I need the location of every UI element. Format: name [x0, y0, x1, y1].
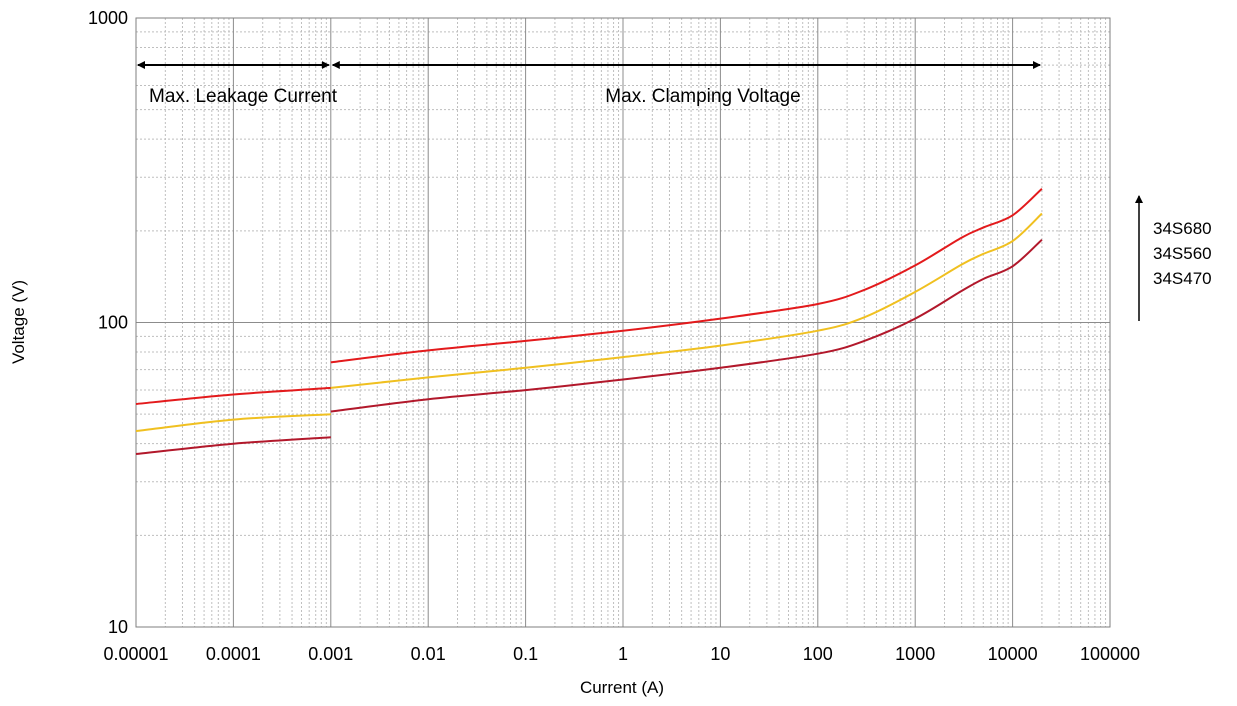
y-tick-label: 100	[98, 313, 128, 333]
x-tick-label: 0.001	[308, 644, 353, 664]
series-3-line-segment-1	[135, 436, 331, 455]
x-tick-label: 0.0001	[206, 644, 261, 664]
x-tick-label: 0.00001	[103, 644, 168, 664]
clamping-annotation: Max. Clamping Voltage	[331, 61, 1041, 107]
series-order-label-2: 34S560	[1153, 244, 1212, 263]
y-axis-ticks: 10 100 1000	[88, 8, 128, 637]
x-tick-label: 10	[710, 644, 730, 664]
y-tick-label: 1000	[88, 8, 128, 28]
plot-area-frame	[135, 17, 1111, 628]
series-1-line-segment-2	[330, 187, 1043, 364]
leakage-annotation: Max. Leakage Current	[137, 61, 338, 107]
series-order-legend: 34S680 34S560 34S470	[1135, 195, 1212, 321]
series-layer	[135, 187, 1043, 455]
x-tick-label: 1	[618, 644, 628, 664]
series-2-line-segment-1	[135, 413, 331, 433]
x-tick-label: 0.1	[513, 644, 538, 664]
series-2-line-segment-2	[330, 212, 1043, 389]
series-3-line-segment-2	[330, 238, 1043, 413]
x-tick-label: 100	[803, 644, 833, 664]
major-gridlines	[135, 17, 1111, 628]
x-tick-label: 0.01	[411, 644, 446, 664]
y-axis-label: Voltage (V)	[9, 280, 28, 364]
series-1-line-segment-1	[135, 386, 331, 405]
series-order-label-3: 34S470	[1153, 269, 1212, 288]
leakage-range-label: Max. Leakage Current	[149, 86, 338, 107]
x-tick-label: 10000	[988, 644, 1038, 664]
x-tick-label: 100000	[1080, 644, 1140, 664]
x-axis-ticks: 0.00001 0.0001 0.001 0.01 0.1 1 10 100 1000 10000…	[103, 644, 1140, 664]
x-axis-label: Current (A)	[580, 678, 664, 697]
clamping-range-label: Max. Clamping Voltage	[605, 86, 800, 107]
y-tick-label: 10	[108, 617, 128, 637]
x-tick-label: 1000	[895, 644, 935, 664]
series-order-label-1: 34S680	[1153, 219, 1212, 238]
